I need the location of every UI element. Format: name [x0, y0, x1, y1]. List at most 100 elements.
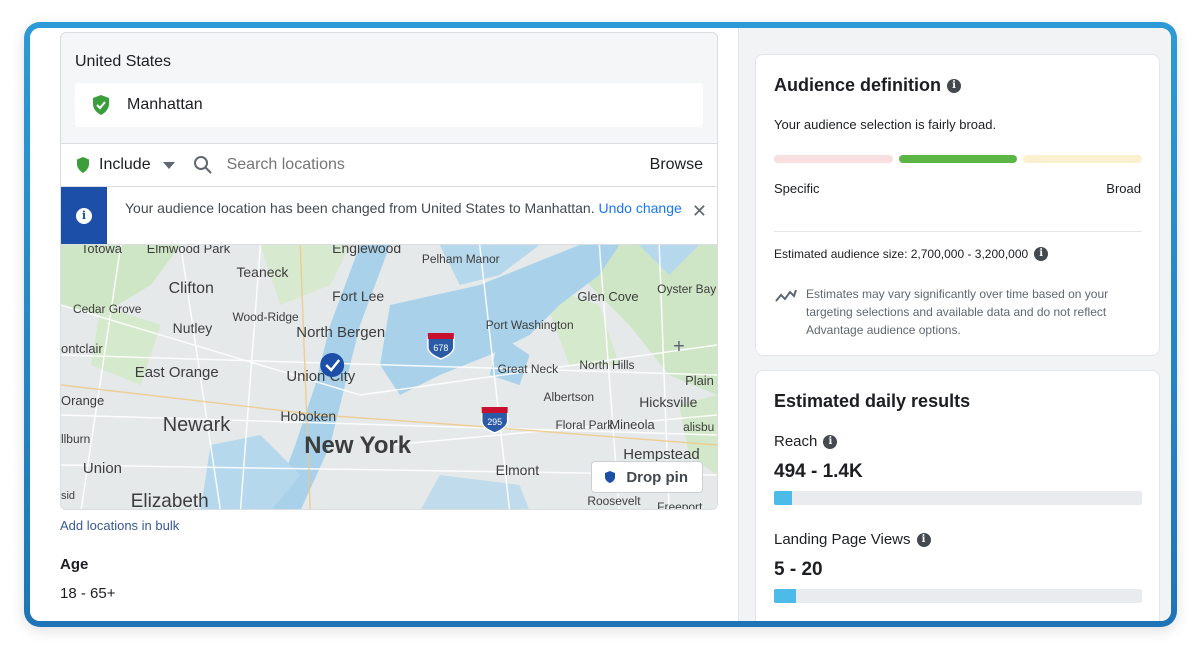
map-label-mineola: Mineola	[609, 417, 655, 432]
daily-results-title: Estimated daily results	[774, 391, 971, 411]
hw-678-label: 678	[433, 343, 448, 353]
notice-bar: i	[61, 187, 107, 244]
estimated-daily-results-card: Estimated daily results Reach i 494 - 1.…	[755, 370, 1160, 621]
location-map[interactable]: 678 295 Totowa Elmwood Park Englewood	[61, 245, 717, 510]
browse-button[interactable]: Browse	[649, 156, 703, 173]
selected-location-label: Manhattan	[127, 96, 203, 113]
map-label-englewood: Englewood	[332, 245, 401, 256]
map-label-union: Union	[83, 460, 122, 477]
selected-location-chip[interactable]: Manhattan	[75, 83, 703, 127]
meter-segment-broad	[1023, 155, 1143, 163]
map-canvas: 678 295 Totowa Elmwood Park Englewood	[61, 245, 717, 510]
map-label-fort-lee: Fort Lee	[332, 288, 384, 304]
info-icon[interactable]: i	[1034, 247, 1049, 261]
audience-definition-card: Audience definition i Your audience sele…	[755, 54, 1160, 356]
map-label-montclair: ontclair	[61, 341, 103, 356]
audience-size-text: Estimated audience size: 2,700,000 - 3,2…	[774, 247, 1029, 261]
audience-breadth-meter	[774, 155, 1143, 165]
landing-page-views-value: 5 - 20	[774, 559, 823, 580]
estimate-note: Estimates may vary significantly over ti…	[806, 287, 1109, 337]
info-icon: i	[76, 207, 92, 224]
map-label-sid: sid	[61, 490, 75, 502]
map-label-freeport: Freeport	[657, 500, 703, 510]
map-label-hicksville: Hicksville	[639, 394, 697, 410]
notice-text: Your audience location has been changed …	[125, 200, 595, 216]
meter-broad-label: Broad	[1106, 181, 1141, 196]
audience-definition-title: Audience definition i	[774, 75, 962, 96]
map-label-salisbury: alisbu	[683, 420, 714, 434]
undo-change-link[interactable]: Undo change	[598, 200, 682, 216]
age-heading: Age	[60, 556, 89, 573]
map-label-llburn: llburn	[61, 432, 90, 446]
info-icon[interactable]: i	[916, 532, 931, 547]
map-label-elmont: Elmont	[496, 462, 540, 478]
map-label-elmwood-park: Elmwood Park	[147, 245, 231, 256]
highway-shield-295: 295	[480, 407, 509, 434]
add-locations-bulk-link[interactable]: Add locations in bulk	[60, 518, 180, 533]
map-label-oyster-bay: Oyster Bay	[657, 282, 716, 296]
screenshot-frame: United States Manhattan Include	[24, 22, 1177, 627]
map-label-nutley: Nutley	[173, 320, 213, 336]
map-label-north-hills: North Hills	[579, 358, 634, 372]
targeting-pane: United States Manhattan Include	[30, 28, 738, 621]
include-dropdown[interactable]: Include	[99, 156, 151, 173]
include-pin-icon	[77, 157, 89, 173]
reach-bar	[774, 491, 1142, 505]
map-label-pelham-manor: Pelham Manor	[422, 252, 500, 266]
drop-pin-label: Drop pin	[626, 468, 688, 486]
audience-title-text: Audience definition	[774, 75, 942, 95]
reach-value: 494 - 1.4K	[774, 461, 863, 482]
reach-label: Reach i	[774, 433, 838, 450]
landing-page-views-text: Landing Page Views	[774, 531, 911, 548]
map-label-glen-cove: Glen Cove	[577, 289, 638, 304]
info-icon[interactable]: i	[947, 78, 962, 93]
trend-line-icon	[775, 289, 797, 302]
location-search-row: Include Browse	[61, 143, 717, 187]
search-locations-input[interactable]	[226, 156, 607, 174]
meter-segment-selected	[898, 155, 1018, 163]
shield-pin-icon	[605, 471, 616, 483]
map-label-port-washington: Port Washington	[486, 318, 574, 332]
map-label-wood-ridge: Wood-Ridge	[232, 310, 299, 324]
map-label-north-bergen: North Bergen	[296, 324, 385, 341]
reach-bar-fill	[774, 491, 793, 505]
map-label-albertson: Albertson	[544, 390, 595, 404]
map-label-teaneck: Teaneck	[236, 264, 288, 280]
verified-pin-icon	[93, 95, 109, 115]
map-label-cedar-grove: Cedar Grove	[73, 302, 142, 316]
map-label-orange: Orange	[61, 393, 104, 408]
map-label-floral-park: Floral Park	[555, 418, 613, 432]
map-label-hoboken: Hoboken	[280, 408, 336, 424]
meter-segment-specific	[774, 155, 893, 163]
chevron-down-icon[interactable]	[162, 161, 175, 169]
highway-shield-678: 678	[427, 333, 455, 360]
drop-pin-button[interactable]: Drop pin	[591, 461, 703, 493]
map-label-newark: Newark	[163, 414, 231, 436]
divider	[774, 231, 1142, 232]
location-changed-notice: i Your audience location has been change…	[61, 187, 717, 245]
map-label-elizabeth: Elizabeth	[131, 491, 209, 510]
map-label-east-orange: East Orange	[135, 364, 219, 381]
close-icon[interactable]: ✕	[691, 201, 707, 221]
map-label-hempstead: Hempstead	[623, 446, 699, 463]
audience-size: Estimated audience size: 2,700,000 - 3,2…	[774, 247, 1049, 261]
estimates-pane: Audience definition i Your audience sele…	[738, 28, 1171, 621]
search-icon	[193, 156, 212, 174]
landing-page-views-bar-fill	[774, 589, 797, 603]
map-label-clifton: Clifton	[169, 280, 214, 297]
notice-message: Your audience location has been changed …	[125, 199, 685, 218]
ads-manager-panel: United States Manhattan Include	[30, 28, 1171, 621]
broadness-text: Your audience selection is fairly broad.	[774, 117, 997, 132]
map-label-union-city: Union City	[286, 368, 355, 385]
map-location-pin[interactable]	[320, 353, 345, 377]
map-zoom-plus-icon: +	[673, 336, 685, 358]
map-label-plain: Plain	[685, 373, 714, 388]
age-value[interactable]: 18 - 65+	[60, 585, 116, 602]
hw-295-label: 295	[487, 417, 502, 427]
map-label-great-neck: Great Neck	[498, 362, 558, 376]
info-icon[interactable]: i	[823, 434, 838, 449]
meter-specific-label: Specific	[774, 181, 820, 196]
map-label-roosevelt: Roosevelt	[587, 494, 641, 508]
map-label-totowa: Totowa	[81, 245, 123, 256]
landing-page-views-bar	[774, 589, 1142, 603]
